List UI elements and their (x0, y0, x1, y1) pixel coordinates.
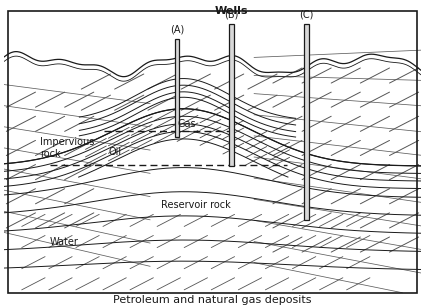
Bar (175, 39, 179, 137)
Text: Wells: Wells (215, 6, 248, 16)
Text: (B): (B) (224, 10, 238, 20)
Bar (229, 24, 233, 166)
Text: Oil: Oil (108, 148, 122, 157)
Text: Petroleum and natural gas deposits: Petroleum and natural gas deposits (113, 295, 312, 306)
Text: Impervious
rock: Impervious rock (40, 137, 94, 159)
Text: Gas: Gas (177, 119, 196, 129)
Text: Reservoir rock: Reservoir rock (161, 200, 231, 210)
Bar (304, 24, 309, 221)
Text: (A): (A) (170, 25, 184, 35)
Text: Water: Water (50, 237, 79, 246)
Text: (C): (C) (299, 10, 313, 20)
